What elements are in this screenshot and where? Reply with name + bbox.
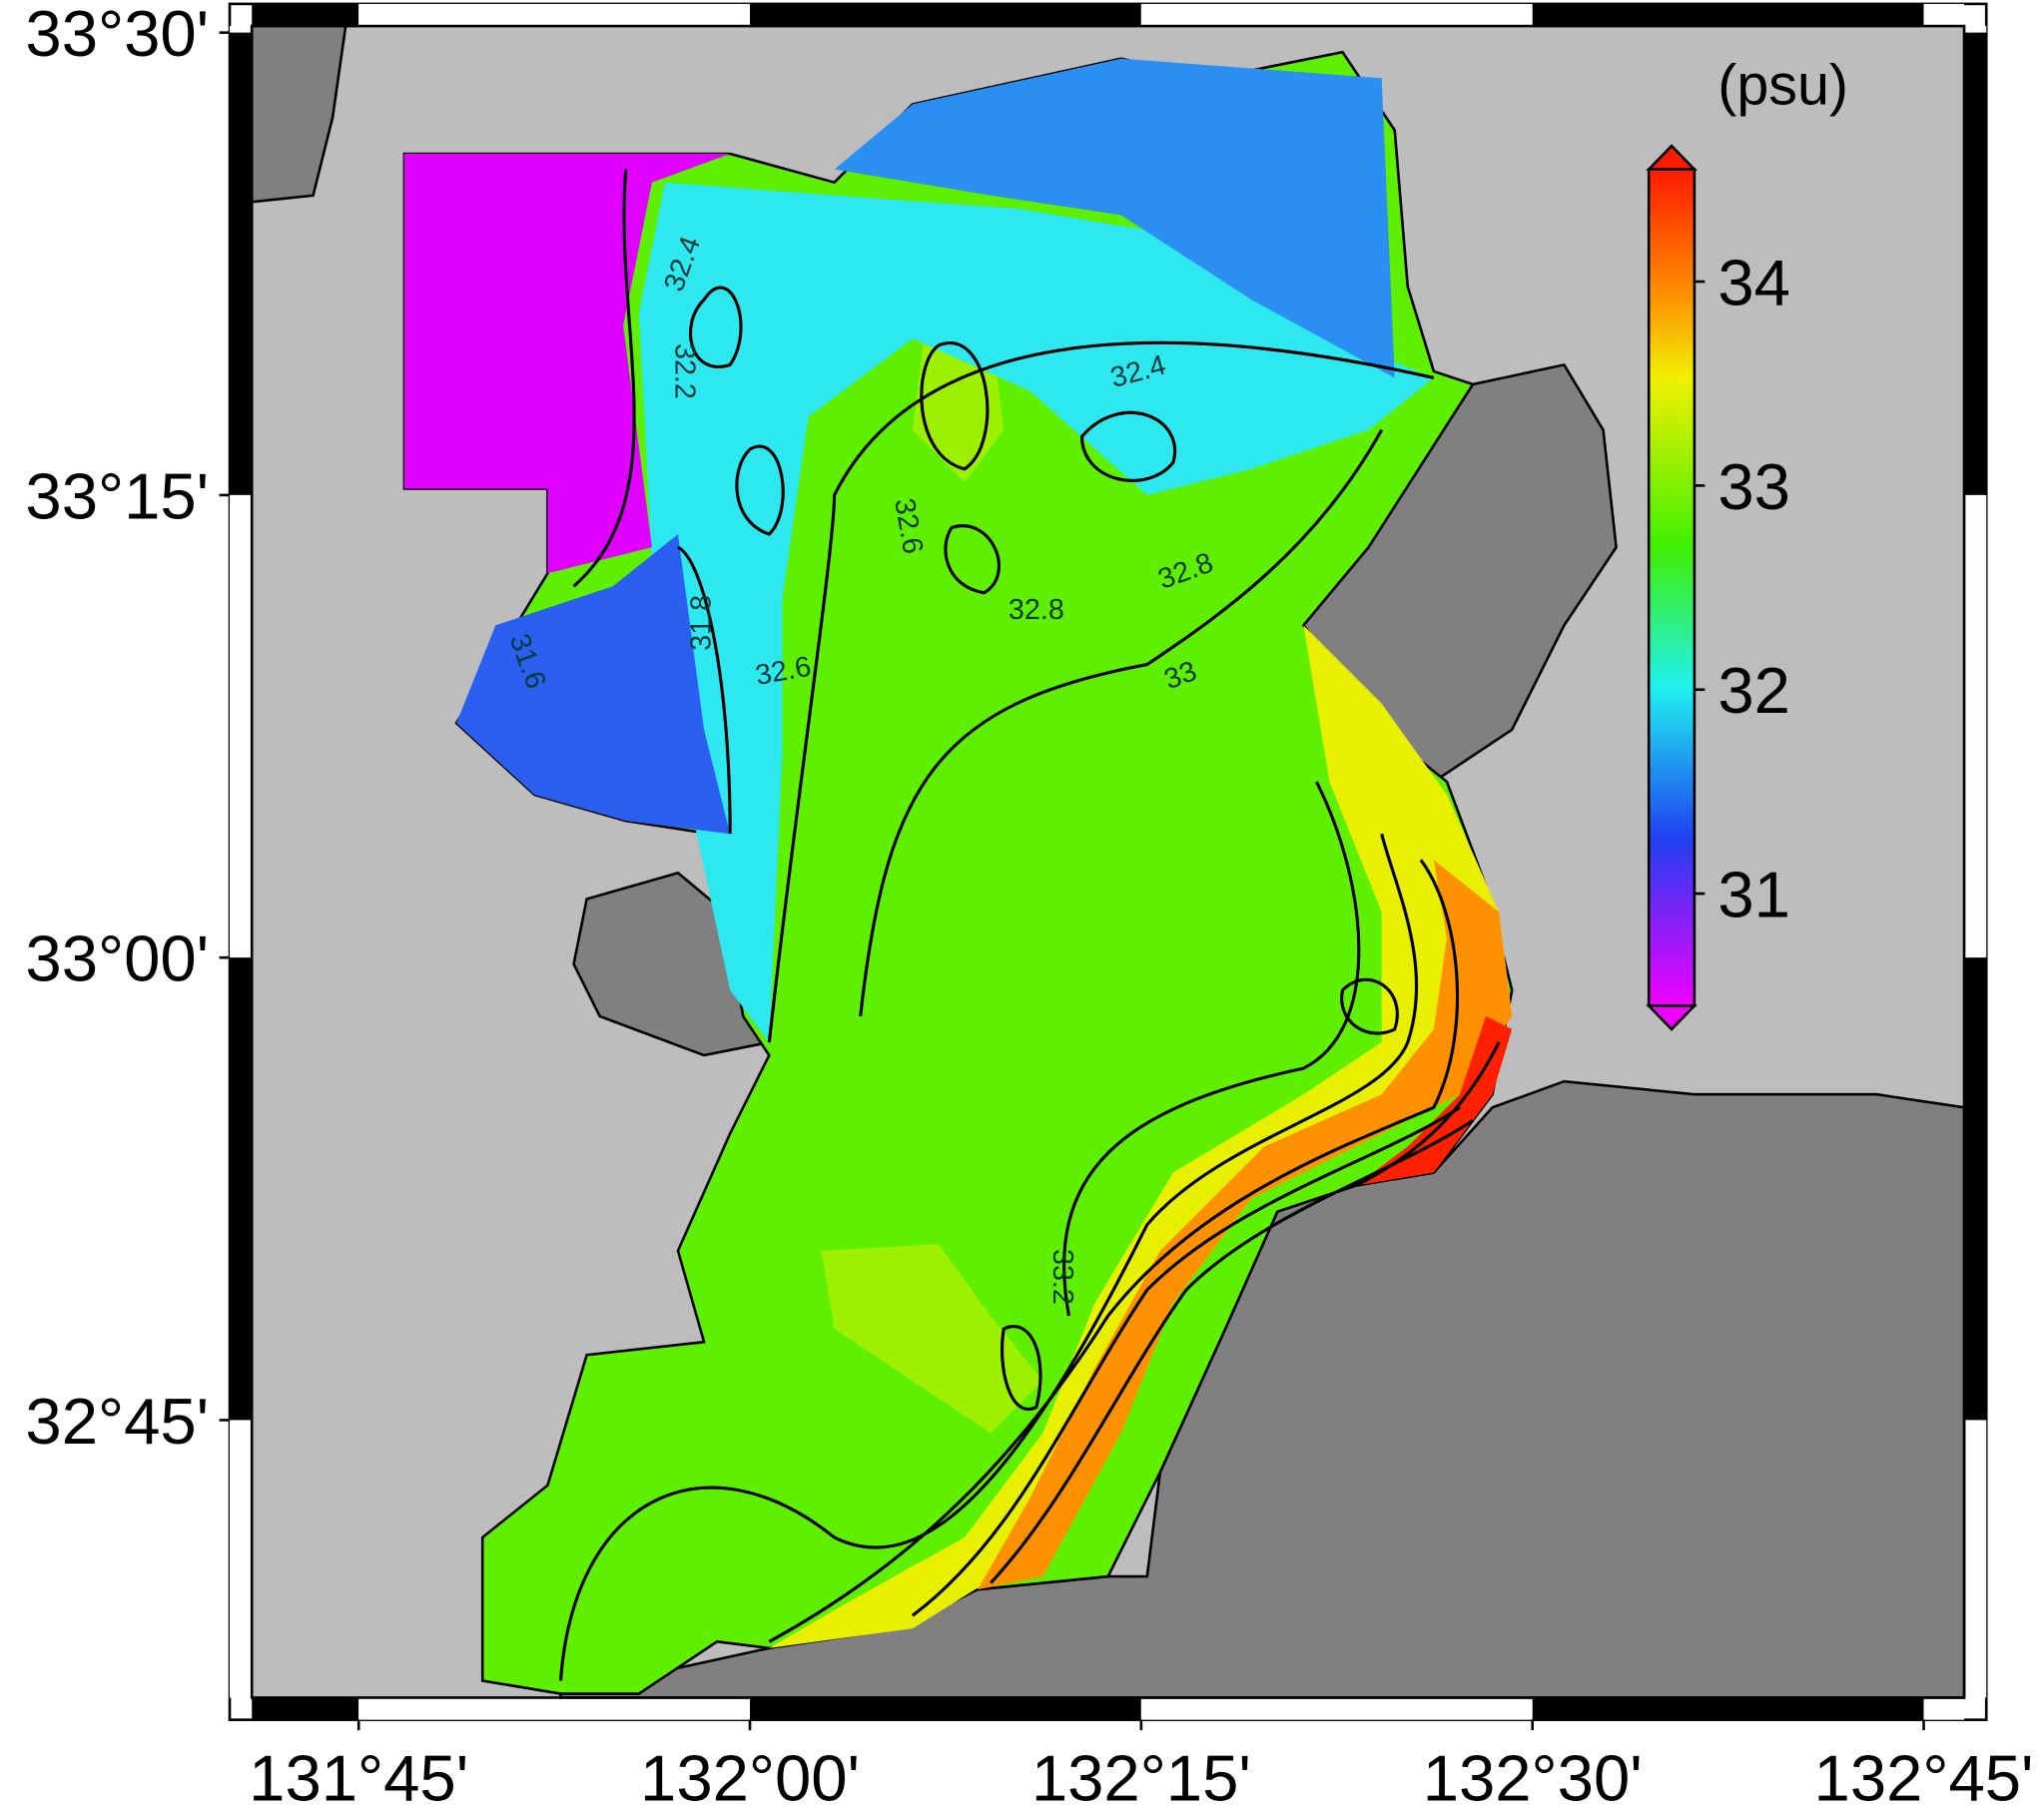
contour-line — [920, 341, 990, 471]
lat-tick-label: 33°00' — [25, 922, 209, 995]
frame-segment — [1140, 1697, 1533, 1720]
colorbar-tick-label: 33 — [1717, 450, 1790, 523]
sea-magenta — [403, 153, 731, 574]
colorbar-tick-label: 34 — [1717, 247, 1790, 319]
frame-segment — [1532, 1697, 1924, 1720]
contour-line — [558, 833, 1419, 1681]
sea-cyan — [638, 182, 1434, 1043]
sea-blue — [456, 534, 731, 835]
colorbar-extend — [1646, 1004, 1698, 1031]
frame-segment — [230, 1420, 253, 1698]
frame-segment — [1923, 1697, 1965, 1720]
lon-tick-label: 132°30' — [1423, 1742, 1643, 1811]
sea-red — [1355, 1015, 1513, 1186]
lon-tick-label: 132°15' — [1031, 1742, 1251, 1811]
contour-line — [1079, 410, 1177, 482]
sea-blue — [834, 58, 1395, 378]
contour-label: 31.8 — [686, 595, 718, 651]
lat-tick-label: 32°45' — [25, 1385, 209, 1458]
map-area — [250, 24, 1966, 1699]
contour-line — [1340, 977, 1399, 1035]
sea-light-green — [821, 1244, 1043, 1434]
frame-segment — [1964, 494, 1987, 958]
contour-line — [768, 859, 1460, 1643]
lon-tick-label: 131°45' — [249, 1742, 468, 1811]
frame-segment — [230, 32, 253, 495]
contour-line — [1062, 781, 1361, 1317]
frame-segment — [1964, 26, 1987, 33]
contour-line — [735, 444, 785, 536]
colorbar: (psu) — [1646, 53, 1848, 1031]
frame-segment — [358, 3, 751, 27]
frame-segment — [252, 1697, 359, 1720]
map-border — [250, 24, 1966, 1699]
frame-segment — [230, 494, 253, 958]
frame-segment — [1923, 3, 1965, 27]
frame-segment — [1140, 3, 1533, 27]
frame-segment — [1964, 957, 1987, 1421]
frame-segment — [1532, 3, 1924, 27]
colorbar-unit: (psu) — [1717, 53, 1848, 117]
colorbar-tick-label: 31 — [1717, 859, 1790, 931]
contour-line — [944, 524, 1001, 595]
contour-line — [688, 286, 743, 368]
contour-label: 32.2 — [668, 343, 700, 399]
frame-segment — [750, 3, 1141, 27]
contour-line — [1354, 1041, 1501, 1187]
frame-segment — [750, 1697, 1141, 1720]
contour-line — [1001, 1325, 1042, 1411]
colorbar-bar — [1647, 168, 1697, 1007]
lon-tick-label: 132°00' — [640, 1742, 860, 1811]
lat-tick-label: 33°15' — [25, 459, 209, 532]
frame-segment — [230, 26, 253, 33]
frame-segment — [252, 3, 359, 27]
frame-segment — [1964, 32, 1987, 495]
contour-line — [572, 169, 636, 588]
lon-tick-label: 132°45' — [1814, 1742, 2034, 1811]
colorbar-tick-label: 32 — [1717, 654, 1790, 727]
lat-tick-label: 33°30' — [25, 0, 209, 70]
contour-line — [859, 428, 1384, 1017]
contour-line — [911, 1105, 1461, 1617]
contour-label: 32.8 — [1009, 594, 1064, 626]
contour-line — [677, 545, 732, 835]
frame-segment — [230, 957, 253, 1421]
contour-label: 33.2 — [1046, 1249, 1078, 1305]
contour-line — [767, 340, 1435, 1043]
frame-segment — [1964, 1420, 1987, 1698]
frame-segment — [358, 1697, 751, 1720]
